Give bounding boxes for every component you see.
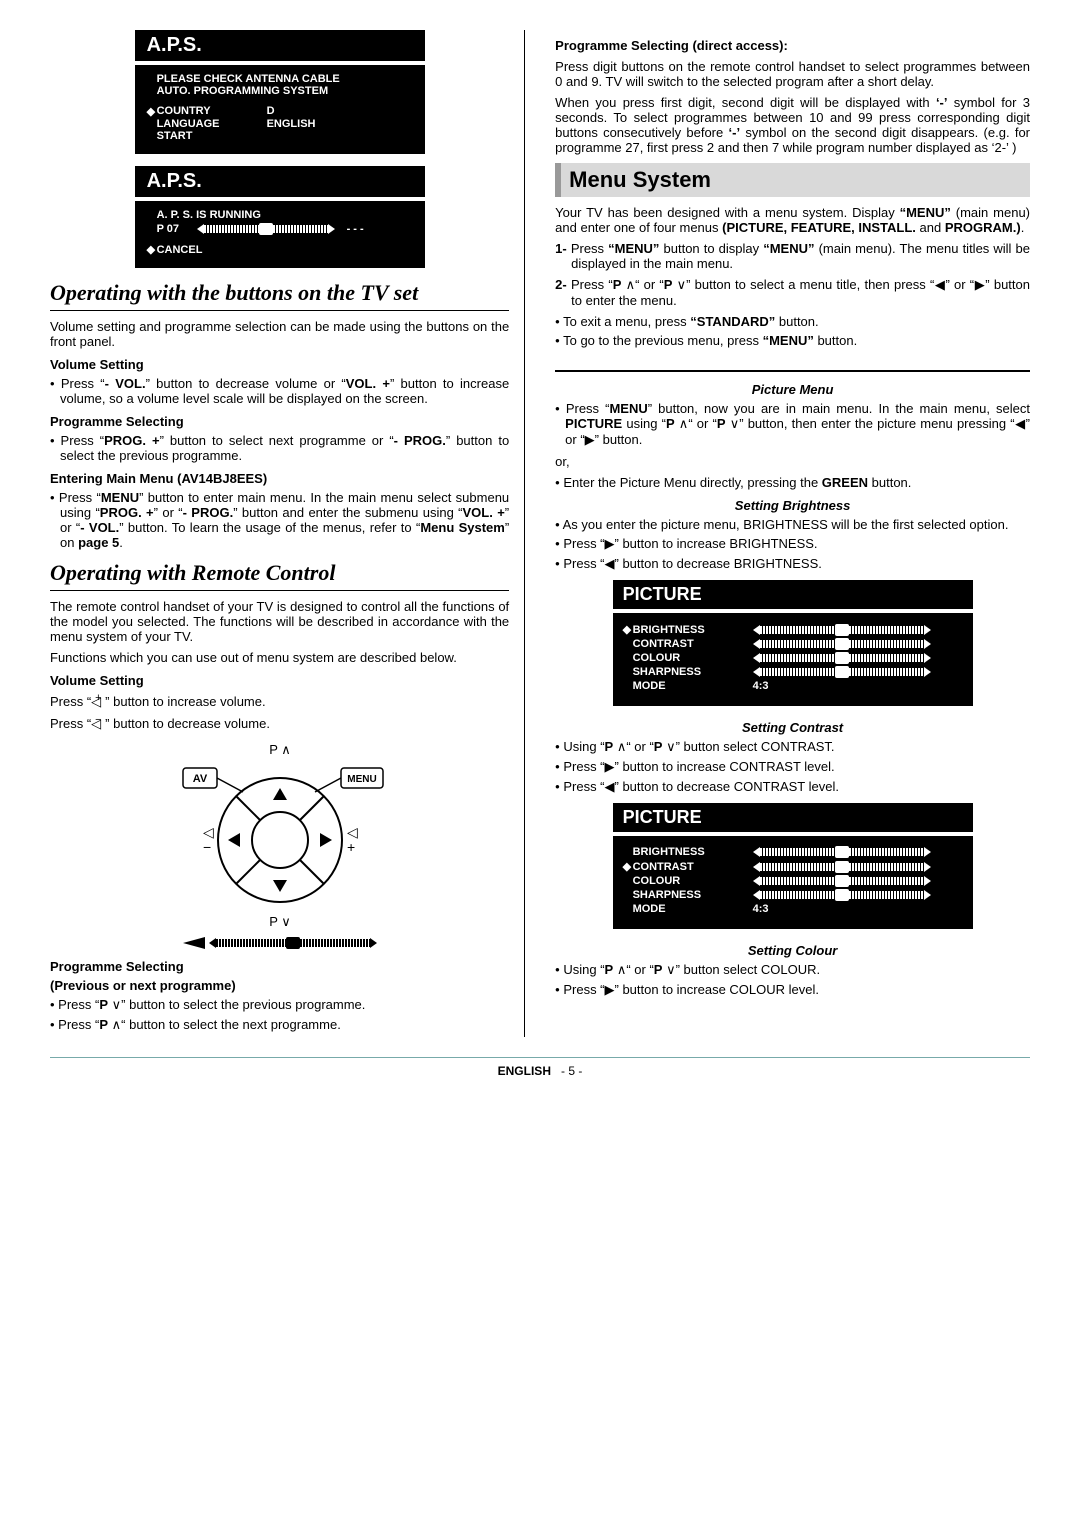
pb1-brightness: BRIGHTNESS xyxy=(633,624,753,636)
aps2-progress xyxy=(197,223,335,235)
contrast-h: Setting Contrast xyxy=(555,720,1030,735)
left-p1: Volume setting and programme selection c… xyxy=(50,319,509,349)
menu-system-header: Menu System xyxy=(555,163,1030,197)
picbox1-title: PICTURE xyxy=(613,580,973,613)
vol-bar-strip xyxy=(150,937,410,949)
aps1-line1: PLEASE CHECK ANTENNA CABLE xyxy=(157,73,413,85)
picmenu-p: Press “MENU” button, now you are in main… xyxy=(555,401,1030,448)
enter-menu-b: Press “MENU” button to enter main menu. … xyxy=(50,490,509,550)
aps1-start: START xyxy=(157,130,267,142)
picbox2-title: PICTURE xyxy=(613,803,973,836)
left-h1: Operating with the buttons on the TV set xyxy=(50,280,509,306)
contrast-dn: Press “◀” button to decrease CONTRAST le… xyxy=(555,779,1030,795)
svg-text:−: − xyxy=(203,839,211,855)
picture-box-2: PICTURE BRIGHTNESS ◆CONTRAST COLOUR SHAR… xyxy=(613,803,973,929)
vol-setting-h: Volume Setting xyxy=(50,357,509,372)
direct-green: Enter the Picture Menu directly, pressin… xyxy=(555,475,1030,490)
pb1-mode-val: 4:3 xyxy=(753,680,769,692)
aps1-country-label: COUNTRY xyxy=(157,105,267,118)
aps2-running: A. P. S. IS RUNNING xyxy=(157,209,413,221)
footer-lang: ENGLISH xyxy=(498,1064,551,1078)
left-column: A.P.S. PLEASE CHECK ANTENNA CABLE AUTO. … xyxy=(50,30,525,1037)
svg-text:◁: ◁ xyxy=(347,824,358,840)
step2: 2- Press “P ∧“ or “P ∨” button to select… xyxy=(555,277,1030,308)
pb2-mode: MODE xyxy=(633,903,753,915)
prog-next: Press “P ∧“ button to select the next pr… xyxy=(50,1017,509,1033)
bright-up: Press “▶” button to increase BRIGHTNESS. xyxy=(555,536,1030,552)
direct-h: Programme Selecting (direct access): xyxy=(555,38,1030,53)
vol2-h: Volume Setting xyxy=(50,673,509,688)
pb2-brightness: BRIGHTNESS xyxy=(633,846,753,858)
footer-page: - 5 - xyxy=(561,1064,582,1078)
enter-menu-h: Entering Main Menu (AV14BJ8EES) xyxy=(50,471,509,486)
picture-box-1: PICTURE ◆BRIGHTNESS CONTRAST COLOUR SHAR… xyxy=(613,580,973,706)
prev-menu: To go to the previous menu, press “MENU”… xyxy=(555,333,1030,348)
aps1-line2: AUTO. PROGRAMMING SYSTEM xyxy=(157,85,413,97)
step1: 1- Press “MENU” button to display “MENU”… xyxy=(555,241,1030,271)
right-column: Programme Selecting (direct access): Pre… xyxy=(555,30,1030,1037)
direct-p1: Press digit buttons on the remote contro… xyxy=(555,59,1030,89)
contrast-sel: Using “P ∧“ or “P ∨” button select CONTR… xyxy=(555,739,1030,755)
bright-dn: Press “◀” button to decrease BRIGHTNESS. xyxy=(555,556,1030,572)
pb2-colour: COLOUR xyxy=(633,875,753,887)
aps1-title: A.P.S. xyxy=(135,30,425,65)
bright-p: As you enter the picture menu, BRIGHTNES… xyxy=(555,517,1030,532)
pb2-sharpness: SHARPNESS xyxy=(633,889,753,901)
svg-text:MENU: MENU xyxy=(347,774,376,785)
menu-p1: Your TV has been designed with a menu sy… xyxy=(555,205,1030,235)
aps2-dots: - - - xyxy=(347,223,364,235)
prog2-h1: Programme Selecting xyxy=(50,959,509,974)
svg-text:◁: ◁ xyxy=(203,824,214,840)
svg-text:+: + xyxy=(347,839,355,855)
vol-up: Press “◁+” button to increase volume. xyxy=(50,694,509,710)
aps-box-2: A.P.S. A. P. S. IS RUNNING P 07 - - - ◆C… xyxy=(135,166,425,268)
aps2-cancel: CANCEL xyxy=(157,244,203,256)
vol-dn: Press “◁−” button to decrease volume. xyxy=(50,716,509,732)
nav-pad: P ∧ AV MENU ◁ − ◁ + xyxy=(165,740,395,933)
pb1-contrast: CONTRAST xyxy=(633,638,753,650)
pb1-colour: COLOUR xyxy=(633,652,753,664)
aps1-country-val: D xyxy=(267,105,275,118)
contrast-up: Press “▶” button to increase CONTRAST le… xyxy=(555,759,1030,775)
direct-p2: When you press first digit, second digit… xyxy=(555,95,1030,155)
page-footer: ENGLISH - 5 - xyxy=(50,1057,1030,1078)
pb2-contrast: CONTRAST xyxy=(633,861,753,873)
svg-text:P ∧: P ∧ xyxy=(269,742,291,757)
colour-up: Press “▶” button to increase COLOUR leve… xyxy=(555,982,1030,998)
left-p3: Functions which you can use out of menu … xyxy=(50,650,509,665)
left-p2: The remote control handset of your TV is… xyxy=(50,599,509,644)
prog-sel-h: Programme Selecting xyxy=(50,414,509,429)
exit-menu: To exit a menu, press “STANDARD” button. xyxy=(555,314,1030,329)
bright-h: Setting Brightness xyxy=(555,498,1030,513)
aps1-language-label: LANGUAGE xyxy=(157,118,267,130)
aps2-p07: P 07 xyxy=(157,223,197,235)
or: or, xyxy=(555,454,1030,469)
colour-h: Setting Colour xyxy=(555,943,1030,958)
svg-text:P ∨: P ∨ xyxy=(269,914,291,929)
prog2-h2: (Previous or next programme) xyxy=(50,978,509,993)
left-h2: Operating with Remote Control xyxy=(50,560,509,586)
colour-sel: Using “P ∧“ or “P ∨” button select COLOU… xyxy=(555,962,1030,978)
pb1-sharpness: SHARPNESS xyxy=(633,666,753,678)
aps-box-1: A.P.S. PLEASE CHECK ANTENNA CABLE AUTO. … xyxy=(135,30,425,154)
vol-setting-b: Press “- VOL.” button to decrease volume… xyxy=(50,376,509,406)
svg-text:AV: AV xyxy=(192,773,207,785)
pb1-mode: MODE xyxy=(633,680,753,692)
aps2-title: A.P.S. xyxy=(135,166,425,201)
prog-prev: Press “P ∨” button to select the previou… xyxy=(50,997,509,1013)
aps1-language-val: ENGLISH xyxy=(267,118,316,130)
prog-sel-b: Press “PROG. +” button to select next pr… xyxy=(50,433,509,463)
pb2-mode-val: 4:3 xyxy=(753,903,769,915)
picmenu-h: Picture Menu xyxy=(555,382,1030,397)
